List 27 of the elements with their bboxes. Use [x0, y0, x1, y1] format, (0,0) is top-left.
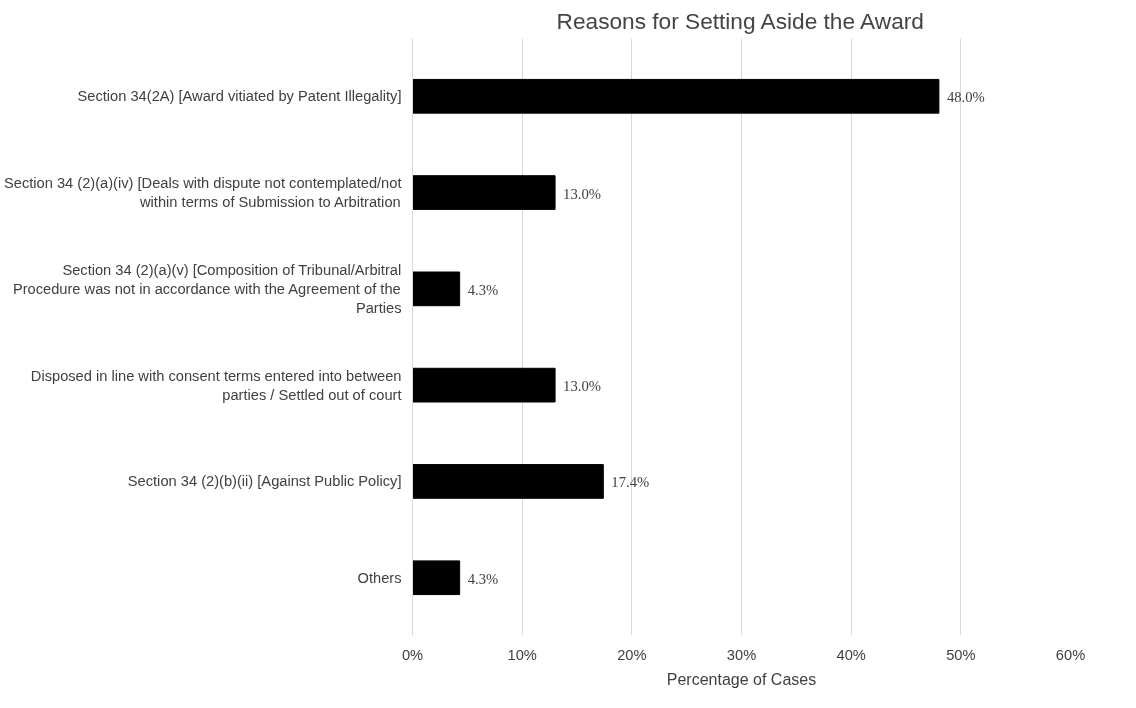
- y-tick-label: Section 34 (2)(a)(iv) [Deals with dispute not contemplated/not within terms of Submission to Arbitration: [3, 174, 402, 211]
- x-tick-label: 30%: [726, 646, 757, 663]
- bar: [412, 78, 940, 114]
- x-axis-title: Percentage of Cases: [666, 670, 817, 688]
- y-tick-label: Section 34(2A) [Award vitiated by Patent Illegality]: [77, 88, 402, 105]
- x-tick-label: 40%: [836, 646, 866, 663]
- y-tick-label: Section 34 (2)(a)(v) [Composition of Tribunal/Arbitral Procedure was not in accordance with the Agreement of the Parties: [12, 261, 402, 317]
- x-tick-label: 50%: [946, 646, 976, 663]
- data-label: 4.3%: [467, 281, 499, 298]
- x-tick-label: 0%: [401, 646, 424, 663]
- y-tick-label: Section 34 (2)(b)(ii) [Against Public Policy]: [127, 473, 402, 490]
- x-tick-label: 60%: [1055, 646, 1086, 663]
- data-label: 13.0%: [563, 185, 601, 202]
- data-label: 48.0%: [946, 89, 985, 106]
- data-label: 17.4%: [611, 474, 650, 491]
- bar: [412, 271, 461, 307]
- x-tick-label: 20%: [617, 646, 647, 663]
- bar: [412, 367, 556, 403]
- bar: [412, 175, 556, 210]
- chart-title: Reasons for Setting Aside the Award: [556, 7, 924, 34]
- data-label: 4.3%: [467, 570, 499, 587]
- y-tick-label: Disposed in line with consent terms entered into between parties / Settled out of court: [30, 367, 402, 403]
- data-label: 13.0%: [563, 378, 601, 395]
- y-tick-label: Others: [357, 569, 402, 586]
- bar: [412, 560, 461, 596]
- x-tick-label: 10%: [507, 646, 537, 663]
- bar: [412, 464, 604, 499]
